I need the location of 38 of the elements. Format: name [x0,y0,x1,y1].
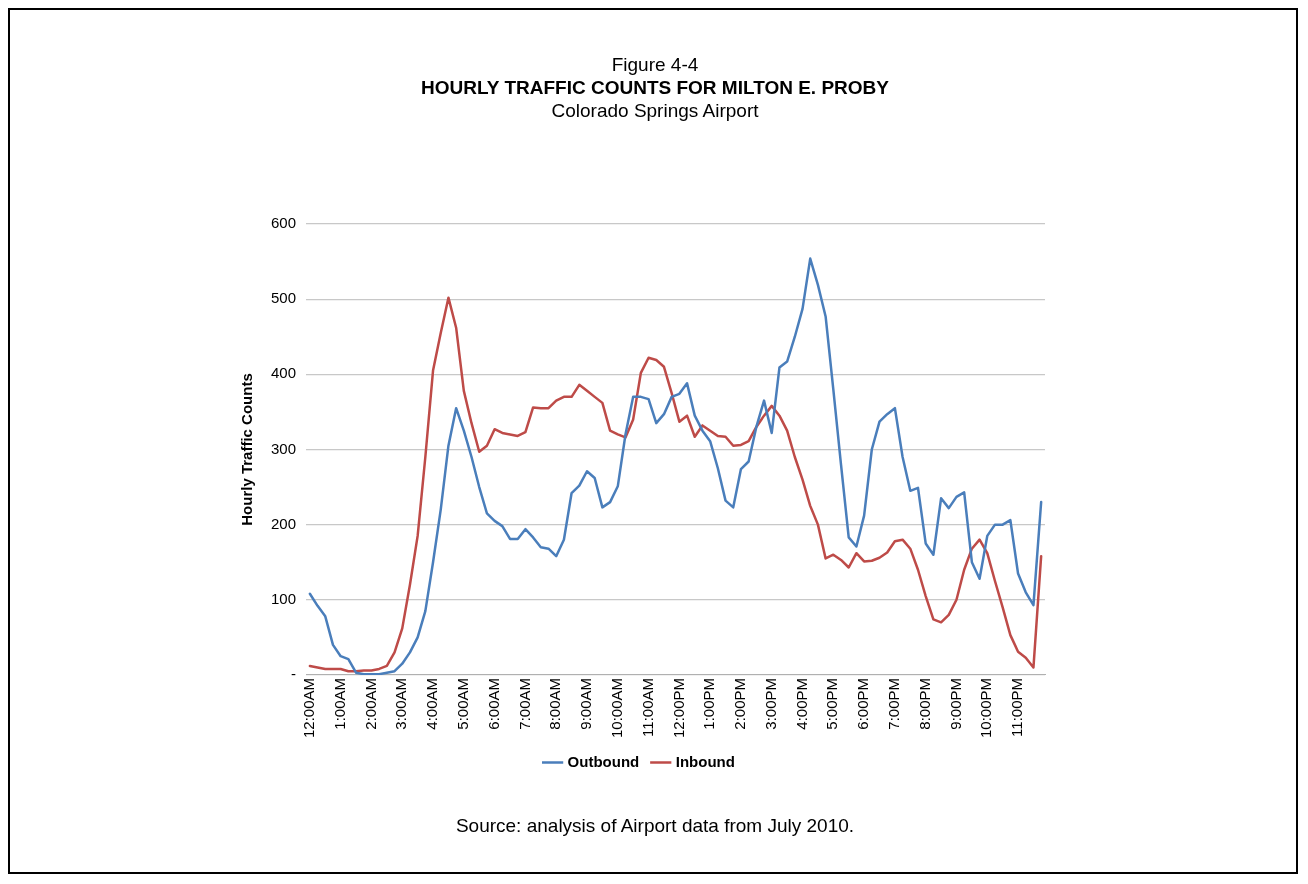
x-tick-label: 12:00AM [300,677,318,739]
y-tick-label: 600 [271,214,297,232]
x-tick-label: 12:00PM [669,677,687,739]
y-tick-label: 200 [271,514,297,532]
x-tick-label: 11:00AM [638,677,656,737]
y-tick-label: 300 [271,439,297,457]
x-tick-label: 2:00PM [731,677,749,730]
x-tick-label: 7:00AM [515,677,533,730]
x-tick-label: 3:00AM [392,677,410,730]
x-tick-label: 11:00PM [1008,677,1026,737]
x-tick-label: 8:00AM [546,677,564,730]
x-tick-label: 2:00AM [361,677,379,730]
x-tick-label: 5:00AM [453,677,471,730]
x-tick-label: 8:00PM [915,677,933,730]
x-tick-label: 1:00AM [330,677,348,730]
x-tick-label: 9:00PM [946,677,964,730]
legend-label: Inbound [675,752,735,770]
y-tick-label: - [291,665,297,683]
x-tick-label: 3:00PM [761,677,779,730]
y-tick-label: 500 [271,289,297,307]
x-tick-label: 7:00PM [885,677,903,730]
chart-subtitle: Colorado Springs Airport [550,100,760,122]
chart-title: HOURLY TRAFFIC COUNTS FOR MILTON E. PROBY [420,77,890,99]
caption: Figure 4-4 [610,54,700,76]
x-tick-label: 4:00AM [423,677,441,730]
x-tick-label: 9:00AM [577,677,595,730]
y-axis-title: Hourly Traffic Counts [238,373,256,526]
x-tick-label: 10:00AM [607,677,625,739]
x-tick-label: 5:00PM [823,677,841,730]
y-tick-label: 100 [271,589,297,607]
x-tick-label: 4:00PM [792,677,810,730]
source-note: Source: analysis of Airport data from July 2010. [454,815,856,837]
x-tick-label: 10:00PM [977,677,995,739]
x-tick-label: 6:00PM [854,677,872,730]
x-tick-label: 6:00AM [484,677,502,730]
legend-label: Outbound [567,752,640,770]
x-tick-label: 1:00PM [700,677,718,730]
y-tick-label: 400 [271,364,297,382]
